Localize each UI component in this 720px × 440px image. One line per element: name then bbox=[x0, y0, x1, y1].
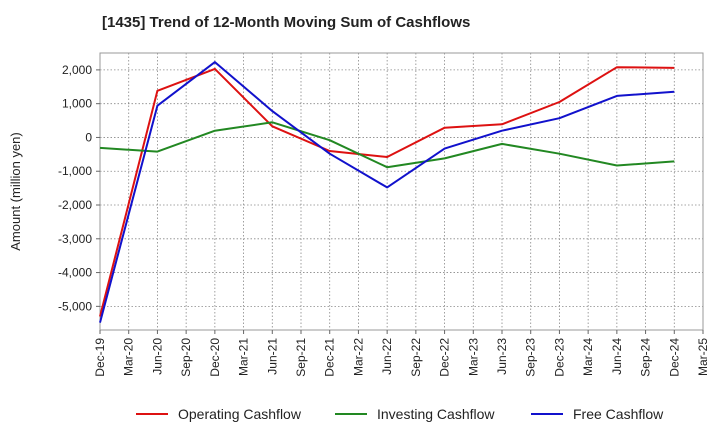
y-tick-label: 1,000 bbox=[62, 97, 92, 111]
x-tick-label: Sep-24 bbox=[639, 338, 653, 377]
legend-label: Investing Cashflow bbox=[377, 406, 495, 422]
x-tick-label: Sep-21 bbox=[294, 338, 308, 377]
y-tick-label: 2,000 bbox=[62, 63, 92, 77]
x-tick-label: Dec-24 bbox=[667, 338, 681, 377]
y-tick-label: -2,000 bbox=[58, 198, 92, 212]
x-tick-label: Dec-23 bbox=[552, 338, 566, 377]
x-tick-label: Jun-24 bbox=[610, 338, 624, 375]
grid bbox=[100, 53, 703, 330]
x-tick-label: Mar-24 bbox=[581, 338, 595, 376]
x-tick-label: Sep-20 bbox=[179, 338, 193, 377]
x-tick-label: Sep-23 bbox=[524, 338, 538, 377]
x-tick-label: Mar-21 bbox=[237, 338, 251, 376]
plot-area-frame bbox=[99, 52, 704, 331]
y-tick-label: -4,000 bbox=[58, 266, 92, 280]
x-tick-label: Mar-23 bbox=[466, 338, 480, 376]
y-axis-ticks: 2,000 1,000 0 -1,000 -2,000 -3,000 -4,000 -5,00… bbox=[58, 63, 100, 313]
series-lines bbox=[99, 61, 675, 323]
chart-title: [1435] Trend of 12-Month Moving Sum of C… bbox=[102, 14, 471, 31]
y-tick-label: -3,000 bbox=[58, 232, 92, 246]
series-line bbox=[99, 66, 675, 317]
legend-label: Free Cashflow bbox=[573, 406, 664, 422]
legend: Operating Cashflow Investing Cashflow Free… bbox=[136, 406, 664, 422]
x-tick-label: Mar-22 bbox=[351, 338, 365, 376]
x-tick-label: Jun-20 bbox=[150, 338, 164, 375]
x-tick-label: Dec-20 bbox=[208, 338, 222, 377]
x-tick-label: Sep-22 bbox=[409, 338, 423, 377]
x-tick-label: Dec-22 bbox=[438, 338, 452, 377]
legend-label: Operating Cashflow bbox=[178, 406, 302, 422]
series-line bbox=[99, 61, 675, 323]
x-tick-label: Jun-21 bbox=[265, 338, 279, 375]
x-tick-label: Dec-21 bbox=[323, 338, 337, 377]
series-line bbox=[99, 121, 675, 169]
x-axis-ticks: Dec-19 Mar-20 Jun-20 Sep-20 Dec-20 Mar-21 Jun-… bbox=[93, 330, 710, 377]
x-tick-label: Mar-25 bbox=[696, 338, 710, 376]
x-tick-label: Jun-22 bbox=[380, 338, 394, 375]
y-tick-label: -5,000 bbox=[58, 299, 92, 313]
y-axis-title: Amount (million yen) bbox=[8, 132, 23, 251]
x-tick-label: Mar-20 bbox=[122, 338, 136, 376]
y-tick-label: -1,000 bbox=[58, 164, 92, 178]
y-tick-label: 0 bbox=[85, 130, 92, 144]
x-tick-label: Dec-19 bbox=[93, 338, 107, 377]
x-tick-label: Jun-23 bbox=[495, 338, 509, 375]
